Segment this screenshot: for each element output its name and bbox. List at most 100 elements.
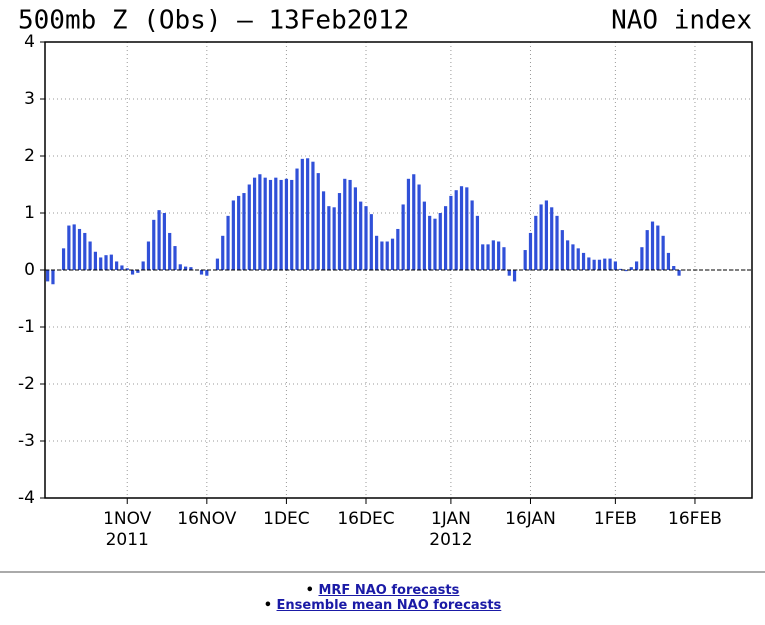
link-item: • Ensemble mean NAO forecasts bbox=[263, 598, 502, 613]
bar bbox=[141, 261, 145, 270]
bar bbox=[449, 195, 453, 270]
bar bbox=[199, 270, 204, 275]
bar bbox=[263, 177, 267, 270]
bar bbox=[443, 206, 448, 270]
bar bbox=[406, 178, 411, 270]
bar bbox=[555, 215, 559, 270]
y-tick-label: 3 bbox=[24, 89, 35, 109]
bar bbox=[221, 235, 225, 270]
x-year-label: 2011 bbox=[106, 530, 149, 550]
bar bbox=[189, 267, 193, 270]
link[interactable]: MRF NAO forecasts bbox=[318, 583, 460, 598]
bar bbox=[560, 230, 564, 270]
bar bbox=[178, 264, 182, 270]
bar bbox=[46, 270, 50, 282]
bar bbox=[566, 240, 570, 270]
bar bbox=[603, 258, 607, 270]
link[interactable]: Ensemble mean NAO forecasts bbox=[276, 598, 502, 613]
bar bbox=[205, 270, 209, 276]
bar bbox=[502, 247, 506, 270]
chart-title: 500mb Z (Obs) – 13Feb2012 bbox=[18, 6, 409, 36]
bar bbox=[284, 178, 289, 270]
bar bbox=[396, 228, 400, 270]
bar bbox=[67, 225, 71, 270]
bar bbox=[353, 187, 357, 270]
bar bbox=[550, 207, 554, 270]
bar bbox=[491, 240, 495, 270]
bar bbox=[608, 258, 612, 270]
bar bbox=[428, 215, 432, 270]
bar bbox=[125, 268, 129, 270]
y-tick-label: 4 bbox=[24, 32, 35, 52]
bar bbox=[109, 254, 113, 270]
bar bbox=[215, 258, 220, 270]
bar bbox=[115, 261, 119, 270]
x-tick-label: 1DEC bbox=[263, 509, 310, 529]
x-tick-label: 16NOV bbox=[177, 509, 236, 529]
plot-frame bbox=[44, 41, 753, 499]
bar bbox=[168, 232, 172, 270]
bar bbox=[597, 259, 602, 270]
bar bbox=[77, 228, 82, 270]
x-tick-label: 1NOV bbox=[103, 509, 152, 529]
bar bbox=[539, 204, 543, 270]
bar bbox=[592, 259, 596, 270]
x-tick-label: 16JAN bbox=[505, 509, 556, 529]
x-tick-label: 1JAN bbox=[431, 509, 471, 529]
bar bbox=[571, 244, 575, 270]
bar bbox=[348, 179, 352, 270]
bar bbox=[581, 252, 586, 270]
bar bbox=[104, 255, 108, 270]
bar bbox=[332, 207, 336, 270]
bar bbox=[544, 200, 548, 270]
bar bbox=[316, 173, 320, 270]
bar bbox=[295, 168, 299, 270]
bar bbox=[359, 201, 363, 270]
bar bbox=[146, 241, 151, 270]
bar bbox=[162, 213, 166, 270]
bar bbox=[470, 200, 474, 270]
bar bbox=[390, 238, 395, 270]
bar bbox=[634, 261, 639, 270]
bar bbox=[226, 215, 230, 270]
bar bbox=[258, 174, 262, 270]
bar bbox=[274, 177, 278, 270]
bar bbox=[417, 184, 421, 270]
bar bbox=[279, 179, 283, 270]
bar bbox=[385, 241, 389, 270]
bar bbox=[51, 270, 55, 285]
bar bbox=[661, 235, 665, 270]
x-year-label: 2012 bbox=[429, 530, 472, 550]
bar bbox=[99, 257, 103, 270]
bar bbox=[475, 215, 480, 270]
y-tick-label: -1 bbox=[18, 317, 35, 337]
bar bbox=[343, 178, 347, 270]
bar bbox=[88, 241, 92, 270]
bar bbox=[93, 251, 98, 270]
bar bbox=[454, 190, 458, 270]
bar bbox=[486, 244, 490, 270]
bar bbox=[677, 270, 681, 276]
y-tick-label: -2 bbox=[18, 374, 35, 394]
bar bbox=[268, 179, 273, 270]
bar bbox=[83, 232, 87, 270]
links: • MRF NAO forecasts • Ensemble mean NAO … bbox=[0, 583, 765, 613]
bar bbox=[130, 270, 135, 275]
bar bbox=[247, 184, 251, 270]
bar bbox=[412, 174, 416, 270]
bar bbox=[422, 201, 426, 270]
bar bbox=[401, 204, 405, 270]
bar bbox=[321, 191, 326, 270]
bar bbox=[507, 270, 511, 276]
bar bbox=[300, 158, 304, 270]
bar bbox=[306, 158, 310, 270]
bar bbox=[337, 193, 342, 270]
bar bbox=[380, 241, 384, 270]
bar bbox=[497, 241, 501, 270]
bar bbox=[173, 246, 177, 270]
bar bbox=[438, 213, 442, 270]
x-tick-label: 16DEC bbox=[337, 509, 394, 529]
bar bbox=[629, 267, 633, 270]
bar bbox=[252, 177, 257, 270]
bar bbox=[375, 235, 379, 270]
